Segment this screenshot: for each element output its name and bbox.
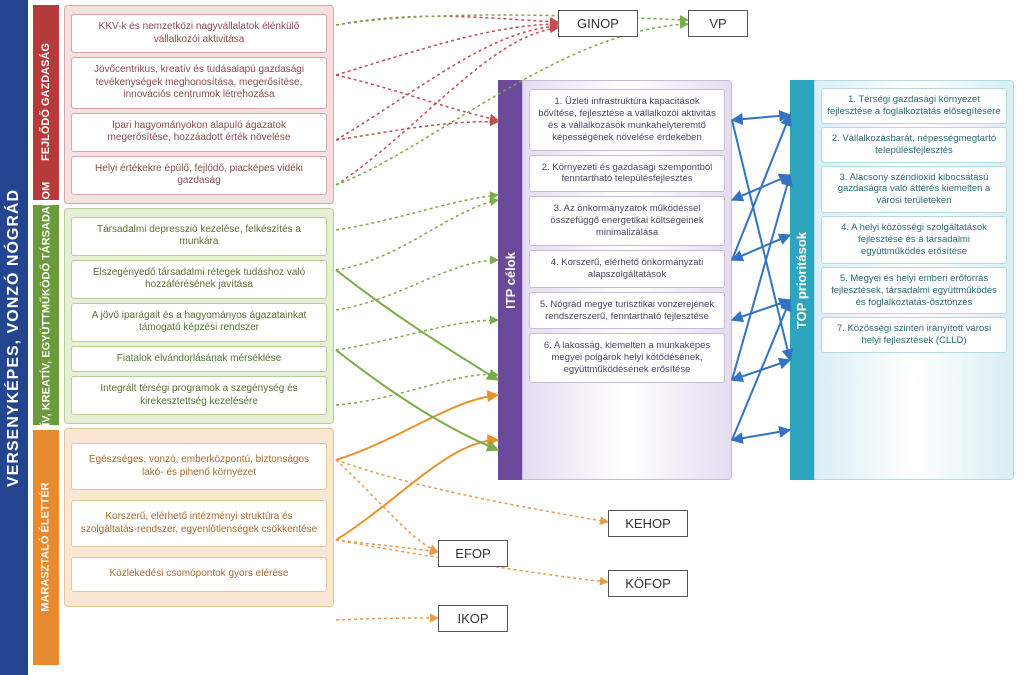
program-vp: VP xyxy=(688,10,748,37)
top-cell: 2. Vállalkozásbarát, népességmegtartó te… xyxy=(821,127,1007,163)
pillar-orange-label: MARASZTALÓ ÉLETTÉR xyxy=(33,430,59,665)
program-ikop: IKOP xyxy=(438,605,508,632)
pillar-green-label: AKTÍV, KREATÍV, EGYÜTTMŰKÖDŐ TÁRSADALOM xyxy=(33,205,59,425)
green-item: A jövő iparágait és a hagyományos ágazat… xyxy=(71,303,327,342)
top-cell: 5. Megyei és helyi emberi erőforrás fejl… xyxy=(821,267,1007,315)
program-kofop: KÖFOP xyxy=(608,570,688,597)
itp-cell: 4. Korszerű, elérhető önkormányzati alap… xyxy=(529,250,725,288)
main-title-text: VERSENYKÉPES, VONZÓ NÓGRÁD xyxy=(5,188,23,486)
main-title-bar: VERSENYKÉPES, VONZÓ NÓGRÁD xyxy=(0,0,28,675)
program-kehop: KEHOP xyxy=(608,510,688,537)
orange-item: Egészséges, vonzó, emberközpontú, bizton… xyxy=(71,443,327,490)
orange-item: Közlekedési csomópontok gyors elérése xyxy=(71,557,327,592)
left-column: KKV-k és nemzetközi nagyvállalatok élénk… xyxy=(64,5,334,611)
itp-cell: 2. Környezeti és gazdasági szempontból f… xyxy=(529,155,725,193)
top-cell: 3. Alacsony széndioxid kibocsátású gazda… xyxy=(821,166,1007,214)
group-red: KKV-k és nemzetközi nagyvállalatok élénk… xyxy=(64,5,334,204)
itp-cell: 1. Üzleti infrastruktúra kapacitások bőv… xyxy=(529,89,725,151)
itp-column: 1. Üzleti infrastruktúra kapacitások bőv… xyxy=(522,80,732,480)
top-cell: 1. Térségi gazdasági környezet fejleszté… xyxy=(821,88,1007,124)
program-ginop: GINOP xyxy=(558,10,638,37)
itp-label-bar: ITP célok xyxy=(498,80,522,480)
top-cell: 4. A helyi közösségi szolgáltatások fejl… xyxy=(821,216,1007,264)
green-item: Társadalmi depresszió kezelése, felkészí… xyxy=(71,217,327,256)
pillar-red-label: FEJLŐDŐ GAZDASÁG xyxy=(33,5,59,200)
red-item: Jövőcentrikus, kreatív és tudásalapú gaz… xyxy=(71,57,327,109)
program-efop: EFOP xyxy=(438,540,508,567)
red-item: Ipari hagyományokon alapuló ágazatok meg… xyxy=(71,113,327,152)
top-cell: 7. Közösségi szinten irányított városi h… xyxy=(821,317,1007,353)
itp-cell: 5. Nógrád megye turisztikai vonzerejének… xyxy=(529,292,725,330)
orange-item: Korszerű, elérhető intézményi struktúra … xyxy=(71,500,327,547)
green-item: Elszegényedő társadalmi rétegek tudáshoz… xyxy=(71,260,327,299)
group-green: Társadalmi depresszió kezelése, felkészí… xyxy=(64,208,334,425)
itp-cell: 3. Az önkormányzatok működéssel összefüg… xyxy=(529,196,725,246)
top-column: 1. Térségi gazdasági környezet fejleszté… xyxy=(814,80,1014,480)
top-label-bar: TOP prioritások xyxy=(790,80,814,480)
green-item: Fiatalok elvándorlásának mérséklése xyxy=(71,346,327,373)
red-item: Helyi értékekre épülő, fejlődő, piacképe… xyxy=(71,156,327,195)
itp-cell: 6. A lakosság, kiemelten a munkaképes me… xyxy=(529,333,725,383)
group-orange: Egészséges, vonzó, emberközpontú, bizton… xyxy=(64,428,334,607)
red-item: KKV-k és nemzetközi nagyvállalatok élénk… xyxy=(71,14,327,53)
green-item: Integrált térségi programok a szegénység… xyxy=(71,376,327,415)
